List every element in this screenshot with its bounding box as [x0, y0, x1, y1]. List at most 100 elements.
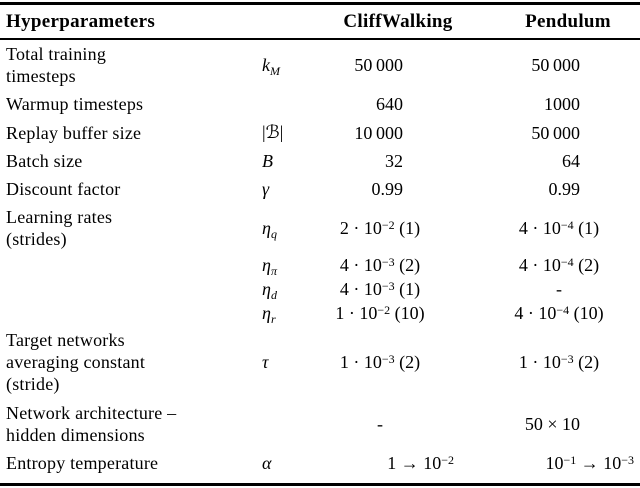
math-text: 50 000	[531, 55, 580, 75]
table-row: ηπ 4 · 10−3 (2) 4 · 10−4 (2)	[0, 253, 640, 277]
math-text: 640	[376, 94, 403, 114]
math-text: (2)	[573, 255, 600, 275]
cell-cliffwalking-value: 1 → 10−2	[300, 452, 460, 474]
cell-hyperparameter-label: Discount factor	[0, 178, 256, 200]
label-line: Warmup timesteps	[6, 94, 144, 114]
math-text: 4 · 10	[339, 279, 382, 299]
math-text: 1 · 10	[335, 303, 378, 323]
math-text: 50 000	[531, 122, 580, 143]
math-symbol: η	[262, 303, 271, 323]
cell-cliffwalking-value: 1 · 10−2 (10)	[300, 302, 460, 324]
cell-hyperparameter-label: Batch size	[0, 150, 256, 172]
table-row: Target networks averaging constant (stride…	[0, 325, 640, 399]
subscript: π	[270, 264, 277, 278]
header-cliffwalking: CliffWalking	[343, 11, 453, 32]
subscript: r	[270, 312, 276, 326]
exponent: −4	[556, 303, 570, 317]
math-text: (2)	[573, 352, 600, 372]
math-symbol: τ	[262, 352, 269, 372]
exponent: −4	[560, 255, 574, 269]
label-line: hidden dimensions	[6, 425, 145, 445]
cell-symbol: α	[256, 452, 300, 474]
math-text: (1)	[573, 218, 600, 238]
table-row: ηd 4 · 10−3 (1) -	[0, 277, 640, 301]
script-letter: ℬ	[265, 122, 280, 143]
math-text: (10)	[569, 303, 604, 323]
math-text: 1 · 10	[518, 352, 561, 372]
label-line: averaging constant	[6, 352, 146, 372]
label-line: Batch size	[6, 151, 83, 171]
table-row: Discount factor γ 0.99 0.99	[0, 175, 640, 203]
table-header-row: Hyperparameters CliffWalking Pendulum	[0, 5, 640, 38]
cell-cliffwalking-value: 1 · 10−3 (2)	[300, 351, 460, 373]
math-symbol: η	[262, 255, 271, 275]
label-line: (stride)	[6, 374, 60, 394]
table-row: Total training timesteps kM 50 000 50 000	[0, 40, 640, 90]
math-text: 1 → 10	[387, 453, 442, 473]
math-text: 1000	[544, 94, 580, 114]
cell-symbol: |ℬ|	[256, 121, 300, 144]
cell-pendulum-value: 50 000	[460, 122, 640, 144]
math-text: (2)	[394, 255, 421, 275]
math-text: 4 · 10	[339, 255, 382, 275]
math-symbol: η	[262, 279, 271, 299]
math-text: 4 · 10	[514, 303, 557, 323]
math-text: (1)	[394, 279, 421, 299]
cell-pendulum-value: 1000	[460, 93, 640, 115]
exponent: −2	[377, 303, 391, 317]
math-text: 50 × 10	[524, 414, 580, 434]
table-bottom-rule	[0, 483, 640, 486]
cell-cliffwalking-value: 0.99	[300, 178, 460, 200]
label-line: Network architecture –	[6, 403, 177, 423]
math-text: (1)	[394, 218, 421, 238]
label-line: Discount factor	[6, 179, 121, 199]
cell-cliffwalking-value: 50 000	[300, 54, 460, 76]
header-pendulum: Pendulum	[525, 11, 611, 32]
table-row: Replay buffer size |ℬ| 10 000 50 000	[0, 118, 640, 147]
cell-pendulum-value: -	[460, 278, 640, 300]
label-line: timesteps	[6, 66, 76, 86]
cell-pendulum-value: 64	[460, 150, 640, 172]
cell-symbol: ηπ	[256, 254, 300, 278]
label-line: Replay buffer size	[6, 122, 142, 143]
cell-pendulum-value: 10−1 → 10−3	[460, 452, 640, 474]
table-row: Network architecture – hidden dimensions -…	[0, 399, 640, 449]
cell-hyperparameter-label: Total training timesteps	[0, 43, 256, 87]
cell-symbol: B	[256, 150, 300, 172]
math-symbol: α	[262, 453, 272, 473]
header-separator-rule	[0, 38, 640, 40]
math-text: 10	[545, 453, 564, 473]
subscript: M	[270, 64, 280, 78]
math-text: 4 · 10	[518, 255, 561, 275]
math-text: 4 · 10	[518, 218, 561, 238]
math-text: 10 000	[354, 122, 403, 143]
math-text: -	[556, 279, 562, 299]
math-text: (10)	[390, 303, 425, 323]
table-row: Batch size B 32 64	[0, 147, 640, 175]
cell-symbol: ηq	[256, 217, 300, 241]
cell-pendulum-value: 4 · 10−4 (10)	[460, 302, 640, 324]
math-text: 2 · 10	[339, 218, 382, 238]
cell-cliffwalking-value: 32	[300, 150, 460, 172]
subscript: q	[270, 227, 277, 241]
exponent: −3	[381, 279, 395, 293]
cell-pendulum-value: 50 × 10	[460, 413, 640, 435]
cell-cliffwalking-value: -	[300, 413, 460, 435]
exponent: −4	[560, 218, 574, 232]
math-text: → 10	[576, 453, 622, 473]
exponent: −3	[621, 453, 634, 467]
cell-cliffwalking-value: 640	[300, 93, 460, 115]
subscript: d	[270, 288, 277, 302]
table-row: Warmup timesteps 640 1000	[0, 90, 640, 118]
cell-symbol: γ	[256, 178, 300, 200]
math-text: 0.99	[371, 179, 404, 199]
cell-hyperparameter-label: Learning rates (strides)	[0, 206, 256, 250]
cell-cliffwalking-value: 2 · 10−2 (1)	[300, 217, 460, 239]
header-hyperparameters: Hyperparameters	[6, 11, 156, 32]
cell-pendulum-value: 4 · 10−4 (1)	[460, 217, 640, 239]
cell-hyperparameter-label: Entropy temperature	[0, 452, 256, 474]
exponent: −1	[563, 453, 577, 467]
math-text: |	[279, 122, 284, 142]
exponent: −3	[560, 352, 574, 366]
